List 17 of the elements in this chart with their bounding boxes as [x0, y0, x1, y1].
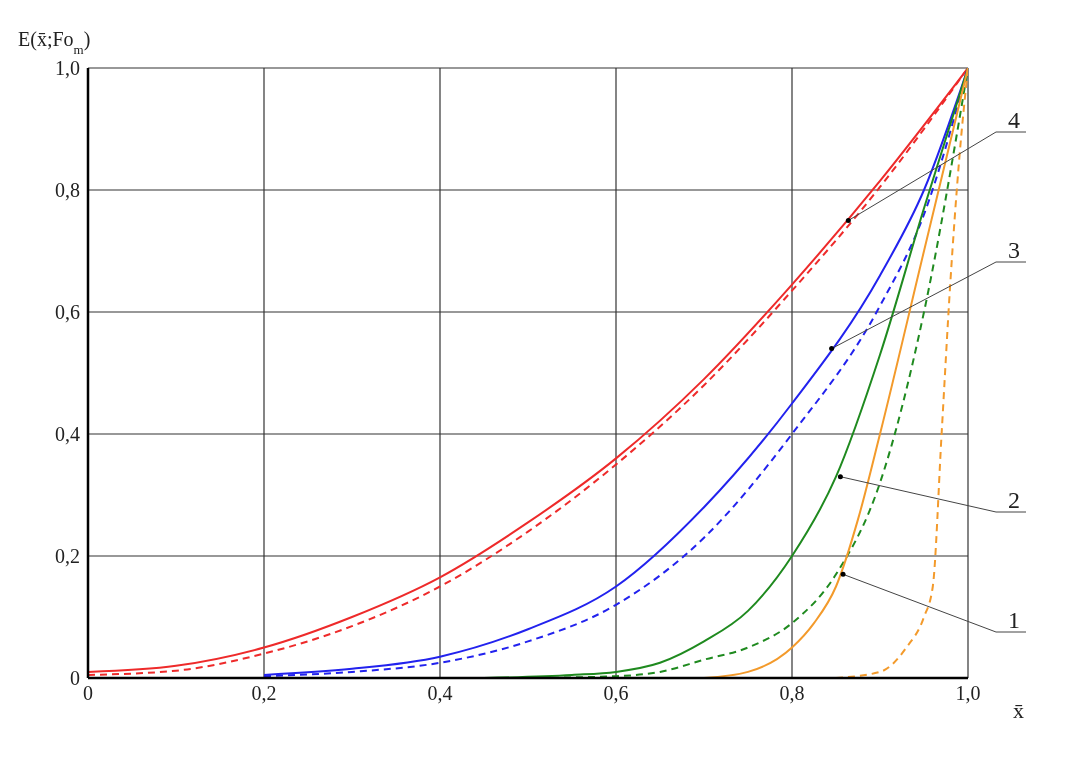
y-tick-label: 1,0 [55, 57, 80, 80]
y-axis-title: E(x̄;Fo$_{m}$) [18, 28, 91, 57]
x-tick-label: 0,2 [251, 682, 277, 705]
y-tick-label: 0,8 [55, 179, 80, 202]
y-tick-label: 0,4 [55, 423, 80, 446]
y-tick-label: 0 [70, 667, 80, 690]
annotation: 4 [1008, 107, 1020, 133]
y-tick-label: 0,2 [55, 545, 80, 568]
x-tick-label: 0,8 [779, 682, 805, 705]
x-tick-label: 0,6 [603, 682, 629, 705]
annotation: 2 [1008, 487, 1020, 513]
x-axis-title: x̄ [1013, 698, 1024, 723]
x-tick-label: 0,4 [427, 682, 453, 705]
y-tick-label: 0,6 [55, 301, 80, 324]
annotation: 1 [1008, 607, 1020, 633]
x-tick-label: 1,0 [955, 682, 981, 705]
annotation: 3 [1008, 237, 1020, 263]
